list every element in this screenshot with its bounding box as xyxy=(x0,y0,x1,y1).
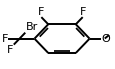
Text: F: F xyxy=(1,34,8,44)
Text: F: F xyxy=(7,45,13,55)
Text: O: O xyxy=(100,34,109,44)
Text: F: F xyxy=(79,7,85,17)
Text: Br: Br xyxy=(25,22,37,32)
Text: F: F xyxy=(38,7,44,17)
